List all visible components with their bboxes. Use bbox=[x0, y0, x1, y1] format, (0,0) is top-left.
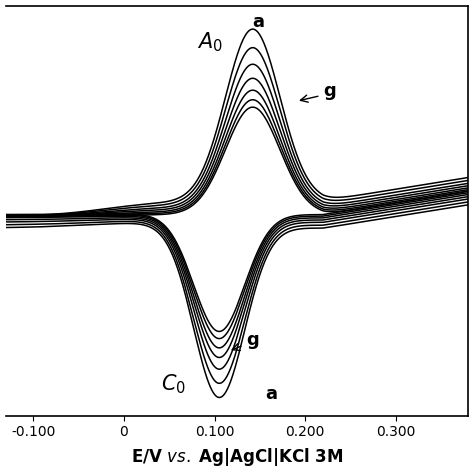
Text: $\mathbf{g}$: $\mathbf{g}$ bbox=[301, 84, 337, 102]
Text: $\mathbf{a}$: $\mathbf{a}$ bbox=[265, 384, 278, 402]
Text: $\mathbf{g}$: $\mathbf{g}$ bbox=[232, 333, 260, 351]
X-axis label: $\mathbf{E/V}$ $\mathit{vs.}$ $\mathbf{Ag|AgCl|KCl\ 3M}$: $\mathbf{E/V}$ $\mathit{vs.}$ $\mathbf{A… bbox=[131, 447, 343, 468]
Text: $C_0$: $C_0$ bbox=[161, 373, 186, 396]
Text: $\mathbf{a}$: $\mathbf{a}$ bbox=[252, 13, 264, 31]
Text: $A_0$: $A_0$ bbox=[197, 31, 223, 55]
